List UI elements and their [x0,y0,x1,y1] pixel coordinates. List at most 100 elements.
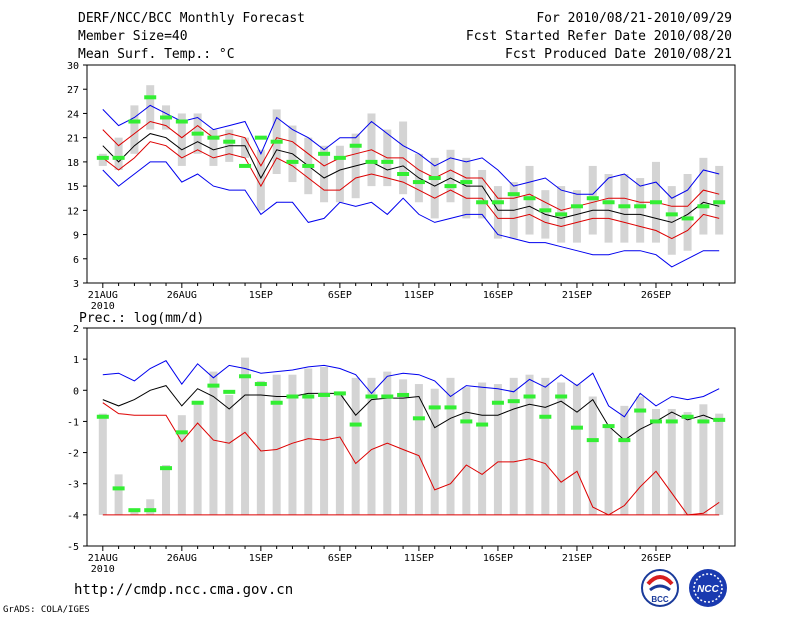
precipitation-obs-30 [570,425,583,430]
temperature-ytick-label: 21 [67,134,79,145]
precipitation-xtick-label: 26AUG [167,553,197,564]
temperature-xtick-label: 11SEP [404,290,434,301]
precipitation-obs-6 [191,400,204,405]
temperature-obs-31 [586,196,599,201]
ncc-logo-text: NCC [697,584,719,595]
precipitation-obs-1 [112,486,125,491]
temperature-bar-7 [209,129,218,166]
precipitation-obs-19 [397,392,410,397]
temperature-obs-7 [207,135,220,140]
precipitation-obs-7 [207,383,220,388]
precipitation-obs-8 [223,389,236,394]
precipitation-obs-37 [681,414,694,419]
precipitation-obs-22 [444,405,457,410]
member-size: Member Size=40 [78,29,188,44]
precipitation-bar-1 [114,474,123,515]
precipitation-obs-28 [539,414,552,419]
precipitation-obs-25 [491,400,504,405]
precipitation-bar-25 [493,384,502,515]
precipitation-xtick-label: 21SEP [562,553,592,564]
precipitation-bar-27 [525,374,534,515]
precipitation-obs-35 [649,419,662,424]
precipitation-xtick-year: 2010 [91,564,115,575]
temperature-obs-11 [270,139,283,144]
precipitation-bar-2 [130,510,139,515]
chart-title: DERF/NCC/BCC Monthly Forecast [78,11,305,26]
temperature-obs-13 [302,163,315,168]
precipitation-bar-4 [162,465,171,515]
temperature-obs-24 [476,200,489,205]
precipitation-ytick-label: -3 [67,480,79,491]
temperature-obs-21 [428,176,441,181]
precipitation-ytick-label: -2 [67,449,79,460]
temperature-bar-0 [98,153,107,166]
temperature-xtick-label: 1SEP [249,290,273,301]
temperature-ytick-label: 18 [67,158,79,169]
temperature-obs-20 [412,180,425,185]
temperature-obs-18 [381,159,394,164]
temperature-bar-3 [146,85,155,130]
precipitation-bar-10 [256,380,265,515]
precipitation-xtick-label: 6SEP [328,553,352,564]
temperature-obs-25 [491,200,504,205]
precipitation-obs-33 [618,438,631,443]
temperature-bar-10 [256,149,265,211]
precipitation-obs-18 [381,394,394,399]
temperature-ytick-label: 24 [67,109,79,120]
temperature-obs-34 [634,204,647,209]
temperature-bar-14 [320,145,329,203]
precipitation-bar-15 [335,394,344,515]
precipitation-ytick-label: -5 [67,542,79,553]
temperature-obs-28 [539,208,552,213]
temperature-ytick-label: 3 [73,279,79,290]
temperature-obs-27 [523,196,536,201]
temperature-bar-21 [430,157,439,219]
temperature-obs-32 [602,200,615,205]
temperature-bar-5 [177,113,186,166]
temperature-xtick-label: 21AUG [88,290,118,301]
temperature-obs-26 [507,192,520,197]
temperature-line-mean [102,133,720,223]
temperature-obs-23 [460,180,473,185]
precipitation-obs-26 [507,399,520,404]
precipitation-xtick-label: 26SEP [641,553,671,564]
precipitation-obs-13 [302,394,315,399]
precipitation-line-max [102,360,720,418]
temperature-bar-39 [715,165,724,235]
bcc-logo-icon: BCC [641,569,679,607]
precipitation-bar-34 [636,396,645,515]
website-url[interactable]: http://cmdp.ncc.cma.gov.cn [74,582,294,598]
precipitation-obs-38 [697,419,710,424]
precipitation-bar-20 [414,384,423,515]
precipitation-obs-36 [665,419,678,424]
precipitation-bar-31 [588,396,597,515]
precipitation-bar-16 [351,377,360,515]
precipitation-ytick-label: -4 [67,511,79,522]
precipitation-bar-38 [699,404,708,515]
temperature-obs-10 [254,135,267,140]
precipitation-ytick-label: 0 [73,386,79,397]
temperature-xtick-label: 26SEP [641,290,671,301]
precipitation-bar-39 [715,413,724,515]
forecast-period: For 2010/08/21-2010/09/29 [536,11,732,26]
precipitation-xtick-label: 1SEP [249,553,273,564]
precipitation-obs-10 [254,382,267,387]
precipitation-xtick-label: 11SEP [404,553,434,564]
precipitation-bar-29 [557,382,566,515]
temperature-xtick-label: 21SEP [562,290,592,301]
precipitation-bar-35 [651,408,660,515]
precipitation-bar-23 [462,387,471,515]
precipitation-xtick-label: 16SEP [483,553,513,564]
precipitation-bar-14 [320,366,329,515]
precipitation-obs-34 [634,408,647,413]
temperature-obs-4 [160,115,173,120]
temperature-bar-37 [683,174,692,251]
produced-date: Fcst Produced Date 2010/08/21 [505,47,732,62]
temperature-obs-30 [570,204,583,209]
precipitation-obs-31 [586,438,599,443]
precipitation-obs-2 [128,508,141,513]
precipitation-frame [86,327,736,547]
precipitation-obs-29 [555,394,568,399]
